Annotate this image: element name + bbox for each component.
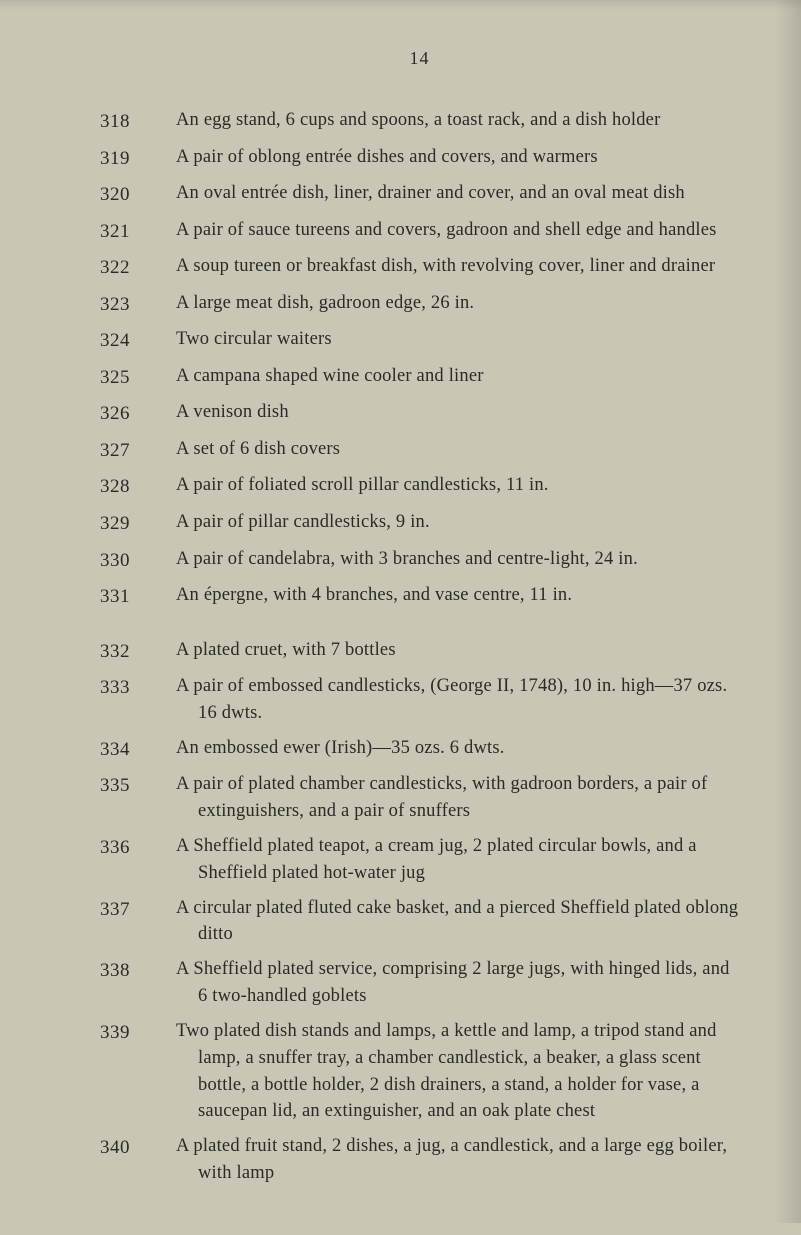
catalogue-entry: 331 An épergne, with 4 branches, and vase… bbox=[100, 582, 739, 611]
catalogue-entry: 318 An egg stand, 6 cups and spoons, a to… bbox=[100, 107, 739, 136]
lot-number: 323 bbox=[100, 290, 172, 319]
lot-description: A pair of sauce tureens and covers, gadr… bbox=[194, 217, 739, 244]
page-number: 14 bbox=[100, 48, 739, 69]
lot-description: A circular plated fluted cake basket, an… bbox=[194, 895, 739, 949]
catalogue-entry: 321 A pair of sauce tureens and covers, g… bbox=[100, 217, 739, 246]
lot-description: A campana shaped wine cooler and liner bbox=[194, 363, 739, 390]
lot-description: A venison dish bbox=[194, 399, 739, 426]
lot-description: A pair of foliated scroll pillar candles… bbox=[194, 472, 739, 499]
catalogue-entry: 332 A plated cruet, with 7 bottles bbox=[100, 637, 739, 666]
catalogue-entry: 330 A pair of candelabra, with 3 branches… bbox=[100, 546, 739, 575]
catalogue-entry: 329 A pair of pillar candlesticks, 9 in. bbox=[100, 509, 739, 538]
lot-number: 337 bbox=[100, 895, 172, 924]
catalogue-entry: 320 An oval entrée dish, liner, drainer a… bbox=[100, 180, 739, 209]
lot-description: A pair of embossed candlesticks, (George… bbox=[194, 673, 739, 727]
lot-number: 320 bbox=[100, 180, 172, 209]
lot-number: 328 bbox=[100, 472, 172, 501]
lot-description: A soup tureen or breakfast dish, with re… bbox=[194, 253, 739, 280]
lot-number: 327 bbox=[100, 436, 172, 465]
catalogue-page: 14 318 An egg stand, 6 cups and spoons, a… bbox=[0, 0, 801, 1235]
lot-number: 319 bbox=[100, 144, 172, 173]
lot-number: 325 bbox=[100, 363, 172, 392]
lot-description: A pair of pillar candlesticks, 9 in. bbox=[194, 509, 739, 536]
lot-number: 331 bbox=[100, 582, 172, 611]
catalogue-entry: 322 A soup tureen or breakfast dish, with… bbox=[100, 253, 739, 282]
lot-description: A set of 6 dish covers bbox=[194, 436, 739, 463]
lot-description: An egg stand, 6 cups and spoons, a toast… bbox=[194, 107, 739, 134]
lot-number: 338 bbox=[100, 956, 172, 985]
catalogue-entry: 339 Two plated dish stands and lamps, a k… bbox=[100, 1018, 739, 1125]
lot-description: A plated cruet, with 7 bottles bbox=[194, 637, 739, 664]
catalogue-entry: 319 A pair of oblong entrée dishes and co… bbox=[100, 144, 739, 173]
lot-description: A plated fruit stand, 2 dishes, a jug, a… bbox=[194, 1133, 739, 1187]
entries-list: 318 An egg stand, 6 cups and spoons, a to… bbox=[100, 107, 739, 1195]
catalogue-entry: 340 A plated fruit stand, 2 dishes, a jug… bbox=[100, 1133, 739, 1187]
lot-number: 326 bbox=[100, 399, 172, 428]
lot-number: 333 bbox=[100, 673, 172, 702]
catalogue-entry: 327 A set of 6 dish covers bbox=[100, 436, 739, 465]
lot-description: A Sheffield plated teapot, a cream jug, … bbox=[194, 833, 739, 887]
catalogue-entry: 338 A Sheffield plated service, comprisin… bbox=[100, 956, 739, 1010]
lot-number: 321 bbox=[100, 217, 172, 246]
lot-number: 318 bbox=[100, 107, 172, 136]
catalogue-entry: 323 A large meat dish, gadroon edge, 26 i… bbox=[100, 290, 739, 319]
catalogue-entry: 325 A campana shaped wine cooler and line… bbox=[100, 363, 739, 392]
catalogue-entry: 328 A pair of foliated scroll pillar cand… bbox=[100, 472, 739, 501]
lot-description: A pair of plated chamber candlesticks, w… bbox=[194, 771, 739, 825]
lot-description: An épergne, with 4 branches, and vase ce… bbox=[194, 582, 739, 609]
lot-number: 330 bbox=[100, 546, 172, 575]
lot-number: 322 bbox=[100, 253, 172, 282]
catalogue-entry: 333 A pair of embossed candlesticks, (Geo… bbox=[100, 673, 739, 727]
lot-description: Two circular waiters bbox=[194, 326, 739, 353]
lot-description: Two plated dish stands and lamps, a kett… bbox=[194, 1018, 739, 1125]
lot-description: An oval entrée dish, liner, drainer and … bbox=[194, 180, 739, 207]
catalogue-entry: 337 A circular plated fluted cake basket,… bbox=[100, 895, 739, 949]
lot-number: 336 bbox=[100, 833, 172, 862]
catalogue-entry: 324 Two circular waiters bbox=[100, 326, 739, 355]
lot-description: A large meat dish, gadroon edge, 26 in. bbox=[194, 290, 739, 317]
catalogue-entry: 336 A Sheffield plated teapot, a cream ju… bbox=[100, 833, 739, 887]
lot-description: A pair of oblong entrée dishes and cover… bbox=[194, 144, 739, 171]
catalogue-entry: 326 A venison dish bbox=[100, 399, 739, 428]
lot-number: 339 bbox=[100, 1018, 172, 1047]
catalogue-entry: 334 An embossed ewer (Irish)—35 ozs. 6 dw… bbox=[100, 735, 739, 764]
catalogue-entry: 335 A pair of plated chamber candlesticks… bbox=[100, 771, 739, 825]
entry-spacer bbox=[100, 619, 739, 637]
lot-number: 334 bbox=[100, 735, 172, 764]
lot-number: 324 bbox=[100, 326, 172, 355]
lot-description: A Sheffield plated service, comprising 2… bbox=[194, 956, 739, 1010]
lot-number: 329 bbox=[100, 509, 172, 538]
lot-number: 340 bbox=[100, 1133, 172, 1162]
lot-description: A pair of candelabra, with 3 branches an… bbox=[194, 546, 739, 573]
lot-description: An embossed ewer (Irish)—35 ozs. 6 dwts. bbox=[194, 735, 739, 762]
lot-number: 332 bbox=[100, 637, 172, 666]
lot-number: 335 bbox=[100, 771, 172, 800]
